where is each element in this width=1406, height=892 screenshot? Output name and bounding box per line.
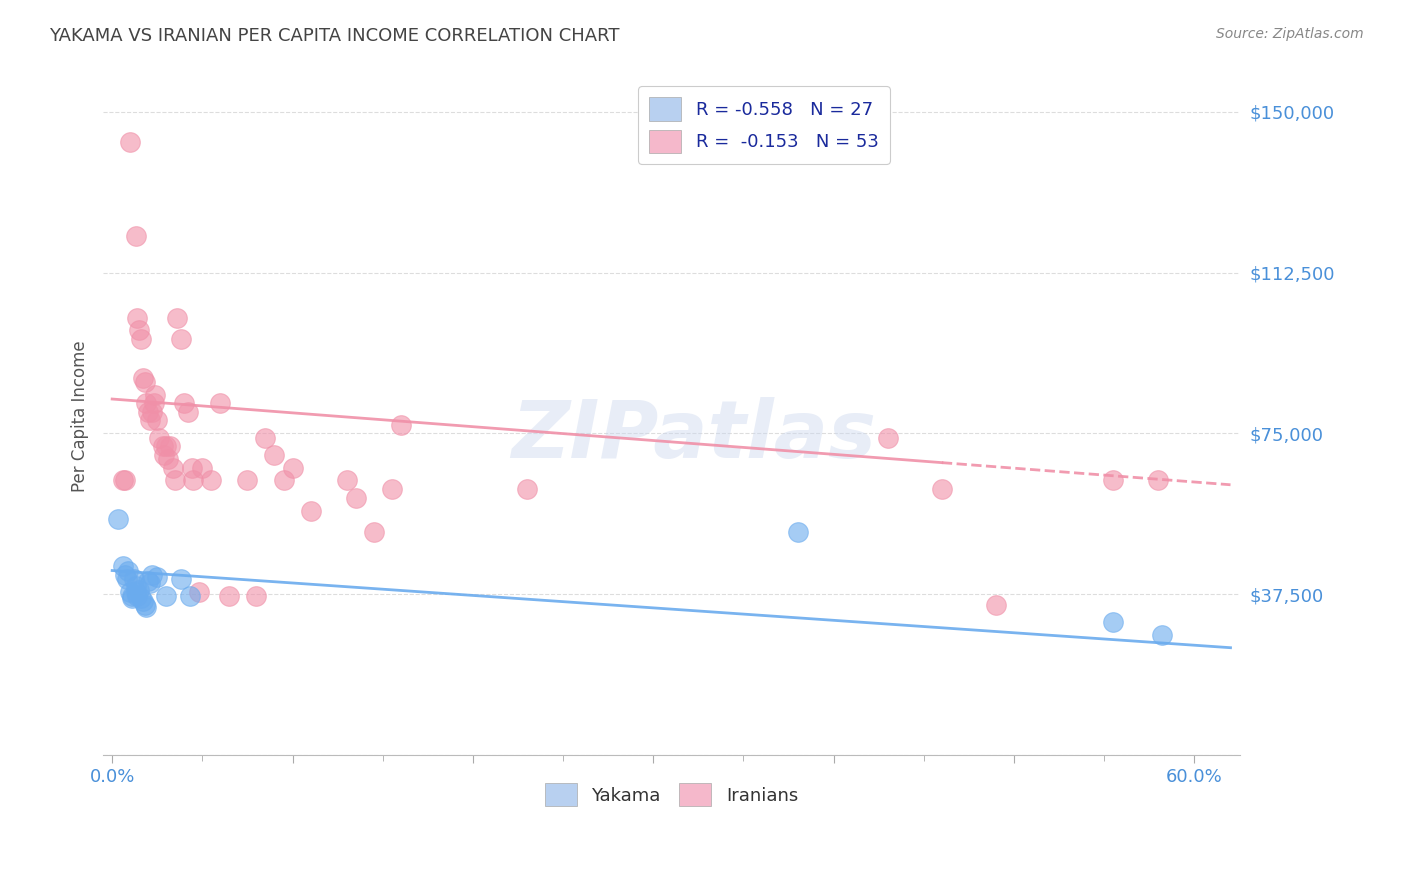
Point — [876, 431, 898, 445]
Point — [145, 388, 167, 402]
Point — [389, 417, 412, 432]
Point — [139, 413, 162, 427]
Point — [516, 482, 538, 496]
Point — [135, 599, 157, 614]
Point — [135, 396, 157, 410]
Point — [245, 589, 267, 603]
Point — [153, 448, 176, 462]
Point — [786, 524, 808, 539]
Point — [114, 474, 136, 488]
Point — [157, 452, 180, 467]
Point — [121, 589, 143, 603]
Point — [124, 578, 146, 592]
Point — [179, 589, 201, 603]
Point — [281, 460, 304, 475]
Point — [111, 559, 134, 574]
Point — [124, 585, 146, 599]
Point — [121, 591, 143, 606]
Point — [381, 482, 404, 496]
Point — [122, 572, 145, 586]
Point — [128, 323, 150, 337]
Point — [129, 332, 152, 346]
Point — [136, 405, 159, 419]
Text: Source: ZipAtlas.com: Source: ZipAtlas.com — [1216, 27, 1364, 41]
Point — [180, 460, 202, 475]
Point — [336, 474, 359, 488]
Point — [1102, 615, 1125, 629]
Point — [132, 593, 155, 607]
Point — [115, 572, 138, 586]
Point — [1147, 474, 1170, 488]
Point — [132, 370, 155, 384]
Point — [177, 405, 200, 419]
Point — [363, 524, 385, 539]
Point — [344, 491, 367, 505]
Point — [218, 589, 240, 603]
Point — [107, 512, 129, 526]
Point — [984, 598, 1007, 612]
Point — [136, 574, 159, 589]
Point — [263, 448, 285, 462]
Point — [170, 572, 193, 586]
Point — [181, 474, 204, 488]
Point — [299, 503, 322, 517]
Legend: Yakama, Iranians: Yakama, Iranians — [537, 776, 806, 814]
Point — [159, 439, 181, 453]
Point — [120, 135, 142, 149]
Point — [134, 375, 156, 389]
Point — [134, 598, 156, 612]
Point — [155, 589, 177, 603]
Point — [173, 396, 195, 410]
Point — [141, 567, 163, 582]
Point — [129, 591, 152, 606]
Point — [165, 474, 187, 488]
Point — [146, 413, 169, 427]
Point — [114, 567, 136, 582]
Point — [931, 482, 953, 496]
Point — [117, 564, 139, 578]
Point — [124, 229, 146, 244]
Y-axis label: Per Capita Income: Per Capita Income — [72, 341, 89, 492]
Point — [170, 332, 193, 346]
Point — [191, 460, 214, 475]
Point — [139, 576, 162, 591]
Point — [128, 582, 150, 597]
Point — [127, 310, 149, 325]
Point — [120, 585, 142, 599]
Point — [273, 474, 295, 488]
Point — [148, 431, 170, 445]
Point — [152, 439, 174, 453]
Point — [142, 396, 165, 410]
Point — [1150, 628, 1173, 642]
Point — [155, 439, 177, 453]
Point — [127, 589, 149, 603]
Point — [187, 585, 209, 599]
Point — [254, 431, 277, 445]
Point — [141, 405, 163, 419]
Point — [209, 396, 232, 410]
Point — [162, 460, 184, 475]
Point — [236, 474, 259, 488]
Point — [146, 570, 169, 584]
Point — [166, 310, 188, 325]
Point — [1102, 474, 1125, 488]
Text: ZIPatlas: ZIPatlas — [512, 398, 876, 475]
Point — [200, 474, 222, 488]
Point — [111, 474, 134, 488]
Text: YAKAMA VS IRANIAN PER CAPITA INCOME CORRELATION CHART: YAKAMA VS IRANIAN PER CAPITA INCOME CORR… — [49, 27, 620, 45]
